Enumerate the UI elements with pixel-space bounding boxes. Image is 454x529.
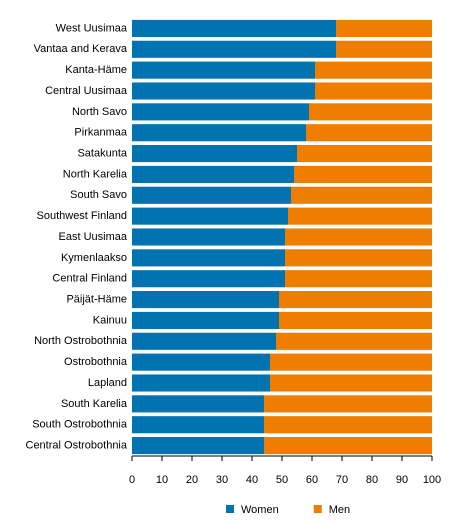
y-tick-label: Central Uusimaa bbox=[45, 85, 128, 97]
bar-segment bbox=[132, 103, 309, 121]
bar-segment bbox=[132, 332, 276, 350]
bar-segment bbox=[336, 19, 432, 37]
x-tick-label: 50 bbox=[276, 474, 288, 486]
bar-segment bbox=[132, 353, 270, 371]
bar-segment bbox=[279, 291, 432, 309]
bar-segment bbox=[132, 311, 279, 329]
bar-segment bbox=[264, 437, 432, 455]
bar-segment bbox=[132, 165, 294, 183]
x-tick-label: 0 bbox=[129, 474, 135, 486]
y-tick-label: Central Finland bbox=[52, 273, 127, 285]
bar-segment bbox=[279, 311, 432, 329]
bar-segment bbox=[132, 374, 270, 392]
bar-segment bbox=[132, 124, 306, 142]
bar-segment bbox=[132, 186, 291, 204]
bar-segment bbox=[285, 270, 432, 288]
y-tick-label: Päijät-Häme bbox=[66, 293, 127, 305]
y-tick-label: Ostrobothnia bbox=[64, 356, 128, 368]
y-tick-label: Kanta-Häme bbox=[65, 64, 127, 76]
bar-segment bbox=[285, 249, 432, 267]
y-tick-label: Central Ostrobothnia bbox=[26, 439, 128, 451]
y-tick-label: Kainuu bbox=[93, 314, 127, 326]
x-tick-label: 80 bbox=[366, 474, 378, 486]
y-tick-label: Vantaa and Kerava bbox=[34, 43, 128, 55]
bar-segment bbox=[276, 332, 432, 350]
bar-segment bbox=[288, 207, 432, 225]
x-tick-label: 100 bbox=[423, 474, 441, 486]
bar-segment bbox=[132, 61, 315, 79]
bar-segment bbox=[306, 124, 432, 142]
legend-swatch bbox=[313, 505, 322, 513]
bar-segment bbox=[264, 416, 432, 434]
bar-segment bbox=[291, 186, 432, 204]
bar-segment bbox=[132, 19, 336, 37]
legend-label: Women bbox=[241, 504, 279, 516]
y-tick-label: North Karelia bbox=[63, 168, 128, 180]
bar-segment bbox=[309, 103, 432, 121]
y-tick-label: Southwest Finland bbox=[37, 210, 128, 222]
x-tick-label: 20 bbox=[186, 474, 198, 486]
y-tick-label: South Savo bbox=[70, 189, 127, 201]
x-tick-label: 30 bbox=[216, 474, 228, 486]
bar-segment bbox=[132, 249, 285, 267]
y-tick-label: Satakunta bbox=[77, 147, 127, 159]
y-tick-label: West Uusimaa bbox=[56, 22, 128, 34]
y-tick-label: North Ostrobothnia bbox=[34, 335, 128, 347]
bar-segment bbox=[132, 145, 297, 163]
y-tick-label: South Ostrobothnia bbox=[32, 419, 128, 431]
y-tick-label: Kymenlaakso bbox=[61, 252, 127, 264]
bar-segment bbox=[132, 437, 264, 455]
bar-segment bbox=[264, 395, 432, 413]
x-tick-label: 70 bbox=[336, 474, 348, 486]
x-tick-label: 60 bbox=[306, 474, 318, 486]
legend-label: Men bbox=[329, 504, 350, 516]
x-tick-label: 90 bbox=[396, 474, 408, 486]
bar-segment bbox=[132, 270, 285, 288]
bar-segment bbox=[336, 40, 432, 58]
y-tick-label: South Karelia bbox=[61, 398, 128, 410]
bar-segment bbox=[132, 395, 264, 413]
bar-segment bbox=[294, 165, 432, 183]
x-tick-label: 40 bbox=[246, 474, 258, 486]
y-tick-label: North Savo bbox=[72, 106, 127, 118]
bar-segment bbox=[297, 145, 432, 163]
x-tick-label: 10 bbox=[156, 474, 168, 486]
y-tick-label: Lapland bbox=[88, 377, 127, 389]
y-tick-label: East Uusimaa bbox=[59, 231, 128, 243]
legend-swatch bbox=[226, 505, 234, 513]
bar-segment bbox=[132, 228, 285, 246]
bar-segment bbox=[132, 82, 315, 100]
y-tick-label: Pirkanmaa bbox=[74, 127, 127, 139]
bar-segment bbox=[132, 207, 288, 225]
bar-segment bbox=[132, 40, 336, 58]
bar-segment bbox=[285, 228, 432, 246]
bar-segment bbox=[132, 416, 264, 434]
bar-segment bbox=[270, 353, 432, 371]
bar-segment bbox=[315, 61, 432, 79]
bar-segment bbox=[270, 374, 432, 392]
bar-segment bbox=[315, 82, 432, 100]
bar-segment bbox=[132, 291, 279, 309]
